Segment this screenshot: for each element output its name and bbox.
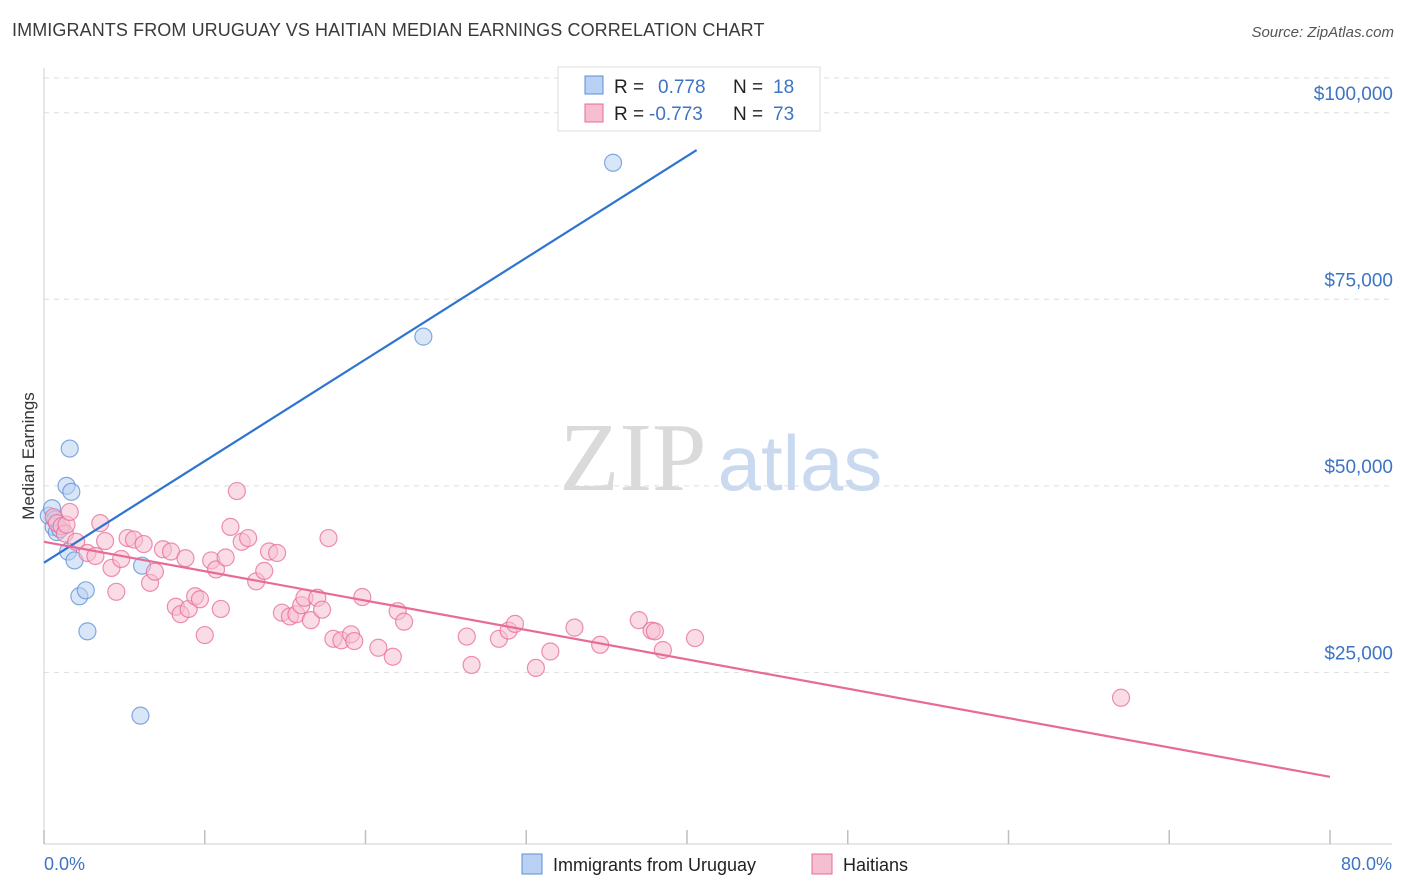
legend-n-value-uruguay: 18 [773, 77, 794, 98]
y-tick-label: $25,000 [1324, 643, 1393, 664]
uruguay-point [76, 581, 95, 600]
watermark: ZIP atlas [560, 404, 883, 512]
x-ticks [43, 830, 1331, 844]
haitian-point [319, 528, 338, 548]
haitian-point [195, 625, 214, 645]
haitian-point [526, 658, 545, 678]
bottom-legend-label-haitian: Haitians [843, 855, 908, 875]
x-tick-label-max: 80.0% [1341, 854, 1392, 874]
haitian-point [107, 582, 126, 601]
haitian-point [345, 631, 364, 651]
y-tick-label: $50,000 [1324, 457, 1393, 478]
trendline-haitian [43, 540, 1331, 778]
haitian-point [239, 528, 258, 548]
haitian-point [645, 622, 664, 641]
haitian-point [60, 502, 79, 522]
haitian-point [312, 600, 332, 619]
legend-n-value-haitian: 73 [773, 104, 794, 125]
uruguay-point [414, 327, 433, 346]
y-tick-labels: $25,000 $50,000 $75,000 $100,000 [1314, 84, 1393, 665]
haitian-point [685, 628, 705, 648]
legend-r-value-uruguay: 0.778 [658, 77, 706, 98]
legend-n-label-uruguay: N = [733, 77, 763, 98]
bottom-legend-swatch-uruguay [521, 853, 543, 875]
stats-legend: R = 0.778 N = 18 R = -0.773 N = 73 [557, 66, 821, 132]
haitian-point [301, 611, 320, 630]
haitian-point [369, 638, 388, 657]
y-axis-label: Median Earnings [19, 392, 38, 520]
haitian-point [91, 514, 110, 533]
haitian-point [227, 481, 246, 501]
haitian-point [221, 517, 240, 536]
haitian-point [267, 543, 287, 563]
haitian-point [394, 612, 414, 631]
legend-swatch-haitian [584, 103, 604, 123]
uruguay-point [60, 439, 79, 458]
haitian-point [462, 655, 481, 675]
uruguay-point [78, 622, 97, 641]
haitian-point [145, 562, 165, 581]
chart-title: IMMIGRANTS FROM URUGUAY VS HAITIAN MEDIA… [12, 20, 765, 40]
haitian-point [216, 548, 235, 567]
trendline-uruguay [43, 149, 698, 564]
haitian-point [112, 549, 131, 569]
haitian-point [255, 561, 274, 581]
haitian-point [190, 590, 210, 609]
haitian-point [1111, 688, 1131, 707]
haitian-point [176, 549, 195, 568]
x-tick-label-min: 0.0% [44, 854, 85, 874]
uruguay-point [131, 706, 150, 725]
haitian-point [211, 599, 230, 619]
uruguay-point [62, 482, 81, 501]
y-tick-label: $100,000 [1314, 84, 1393, 105]
legend-r-label-haitian: R = [614, 104, 644, 125]
haitian-point [353, 587, 372, 607]
bottom-legend-swatch-haitian [811, 853, 833, 875]
haitian-point [383, 647, 402, 666]
legend-r-value-haitian: -0.773 [649, 104, 703, 125]
legend-r-label-uruguay: R = [614, 77, 644, 98]
bottom-legend-label-uruguay: Immigrants from Uruguay [553, 855, 756, 875]
series-haitian-points [44, 481, 1131, 707]
gridlines [44, 77, 1392, 673]
watermark-zip: ZIP [560, 404, 707, 512]
legend-n-label-haitian: N = [733, 104, 763, 125]
haitian-point [541, 642, 560, 661]
haitian-point [457, 627, 476, 646]
haitian-point [134, 534, 153, 554]
haitian-point [95, 531, 115, 551]
watermark-atlas: atlas [718, 419, 883, 507]
y-tick-label: $75,000 [1324, 270, 1393, 291]
series-legend: Immigrants from Uruguay Haitians [521, 853, 908, 875]
uruguay-point [603, 153, 623, 172]
haitian-point [629, 611, 648, 630]
haitian-point [565, 618, 584, 637]
source-label: Source: ZipAtlas.com [1251, 24, 1394, 41]
legend-swatch-uruguay [584, 75, 604, 95]
